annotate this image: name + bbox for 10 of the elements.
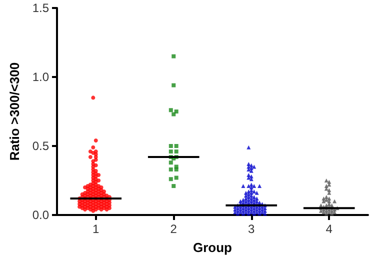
y-axis-title: Ratio >300/<300 <box>7 62 22 161</box>
y-tick-label: 1.5 <box>32 1 50 15</box>
y-tick-label: 0.5 <box>32 139 50 153</box>
y-tick-label: 1.0 <box>32 70 50 84</box>
x-axis-title: Group <box>193 240 232 255</box>
y-tick-label: 0.0 <box>32 208 50 222</box>
x-tick-label: 3 <box>248 222 256 236</box>
x-tick-label: 1 <box>92 222 100 236</box>
x-tick-label: 2 <box>170 222 178 236</box>
x-tick-label: 4 <box>326 222 333 236</box>
